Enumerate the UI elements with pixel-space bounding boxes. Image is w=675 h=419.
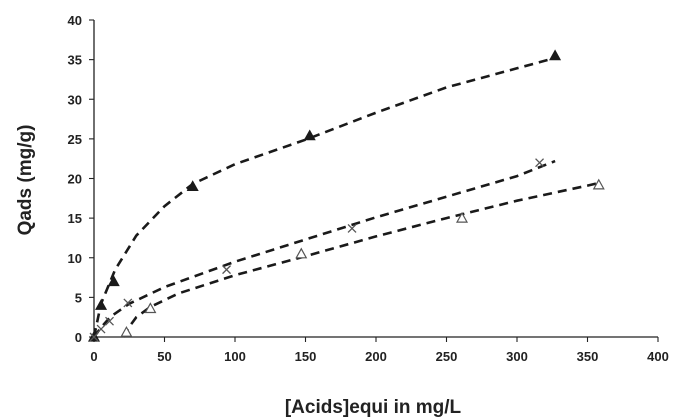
fit-line-series-1 [92, 56, 556, 338]
axes: 0 50 100 150 200 250 300 350 400 0 5 10 15 20 25 30 35 40 [68, 13, 669, 364]
data-point-series-2 [347, 223, 357, 233]
x-tick-label: 200 [365, 349, 387, 364]
data-point-series-1 [303, 129, 316, 141]
y-tick-label: 30 [68, 92, 82, 107]
data-point-series-2 [535, 158, 545, 168]
data-point-series-1 [95, 299, 108, 310]
data-point-series-3 [144, 302, 157, 314]
data-point-series-2 [89, 332, 99, 342]
data-markers [87, 49, 605, 342]
y-tick-label: 25 [68, 132, 82, 147]
fit-lines [92, 56, 598, 338]
x-tick-label: 50 [157, 349, 171, 364]
data-point-series-3 [120, 326, 133, 337]
y-axis-title: Qads (mg/g) [15, 125, 36, 236]
fit-line-series-3 [122, 182, 598, 338]
data-point-series-2 [222, 265, 231, 275]
x-tick-label: 150 [295, 349, 317, 364]
y-tick-label: 40 [68, 13, 82, 28]
x-tick-label: 100 [224, 349, 246, 364]
x-tick-label: 300 [506, 349, 528, 364]
y-tick-label: 0 [75, 330, 82, 345]
data-point-series-3 [295, 247, 308, 259]
y-tick-label: 15 [68, 211, 82, 226]
data-point-series-2 [96, 324, 106, 334]
data-point-series-1 [549, 49, 562, 61]
y-tick-label: 5 [75, 290, 82, 305]
x-tick-label: 400 [647, 349, 669, 364]
y-tick-label: 20 [68, 172, 82, 187]
x-tick-label: 350 [577, 349, 599, 364]
x-tick-label: 0 [90, 349, 97, 364]
fit-line-series-2 [92, 159, 556, 338]
data-point-series-2 [123, 298, 133, 308]
data-point-series-3 [592, 178, 605, 190]
data-point-series-1 [186, 180, 199, 192]
data-point-series-2 [105, 316, 114, 326]
data-point-series-3 [455, 211, 469, 223]
x-tick-label: 250 [436, 349, 458, 364]
x-axis-title: [Acids]equi in mg/L [285, 397, 462, 418]
data-point-series-1 [107, 275, 120, 287]
y-tick-label: 10 [68, 251, 82, 266]
y-tick-label: 35 [68, 53, 82, 68]
